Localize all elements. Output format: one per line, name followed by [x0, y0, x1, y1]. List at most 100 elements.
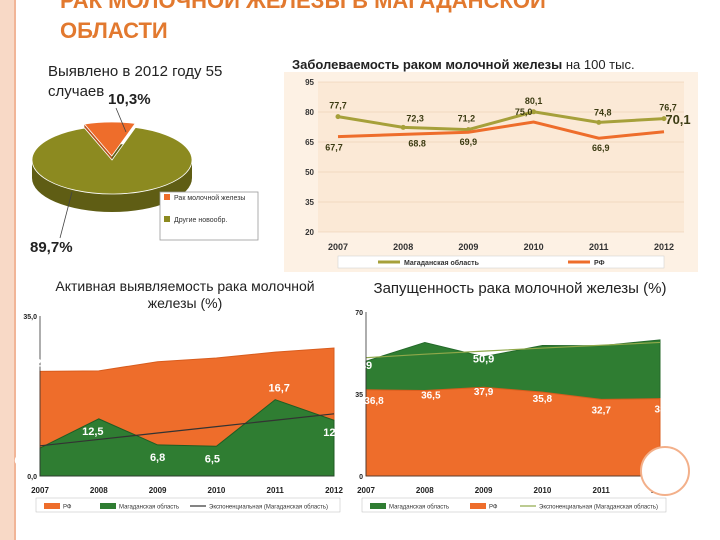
det-label-0-4: 27,1 [264, 335, 285, 347]
line-label-0-4: 74,8 [594, 107, 612, 117]
line-label-1-3: 75,0 [515, 107, 533, 117]
pie-slice-1 [31, 127, 193, 195]
left-decor-bar [0, 0, 14, 540]
line-ytick-5: 20 [305, 228, 314, 237]
pie-caption: Выявлено в 2012 году 55 случаев [48, 63, 223, 100]
det-ytick-0: 35,0 [23, 314, 37, 321]
det-legend-label-2: Экспоненциальная (Магаданская область) [209, 505, 328, 511]
detection-area-chart: 35,0 0,0 2007 2008 2009 2010 2011 2012 22,9 23,0 2… [14, 314, 344, 513]
incidence-line-chart: 95 80 65 50 35 20 2007 2008 2009 2010 2011 2012 77,7… [284, 72, 698, 272]
line-ytick-1: 80 [305, 108, 314, 117]
adv-label-1-4: 32,7 [591, 405, 611, 416]
line-label-1-4: 66,9 [592, 143, 610, 153]
advanced-area-chart: 70350200720082009201020112012495750,955,… [355, 310, 669, 513]
line-xtick-0: 2007 [328, 242, 348, 252]
adv-label-0-1: 57 [419, 325, 431, 337]
det-label-1-5: 12,2 [323, 427, 344, 439]
line-label-0-5: 76,7 [659, 103, 677, 113]
det-label-0-5: 28,0 [323, 327, 344, 339]
adv-label-1-1: 36,5 [421, 390, 441, 401]
adv-legend-swatch-0 [370, 503, 386, 509]
slide-title-line2: ОБЛАСТИ [60, 18, 168, 43]
line-xtick-5: 2012 [654, 242, 674, 252]
line-xtick-4: 2011 [589, 242, 609, 252]
slide-title-line1: РАК МОЛОЧНОЙ ЖЕЛЕЗЫ В МАГАДАНСКОЙ [60, 0, 546, 13]
line-xtick-2: 2009 [458, 242, 478, 252]
left-decor-line [14, 0, 16, 540]
adv-legend-label-0: Магаданская область [389, 505, 449, 511]
adv-label-1-3: 35,8 [533, 394, 553, 405]
pie-legend-swatch-0 [164, 194, 170, 200]
det-ytick-1: 0,0 [27, 474, 37, 481]
line-series-1 [337, 120, 665, 140]
decor-circle [640, 446, 690, 496]
line-point-0-5 [661, 116, 667, 122]
adv-area-1 [365, 386, 661, 477]
det-legend-swatch-1 [100, 503, 116, 509]
det-xtick-2: 2009 [149, 486, 167, 495]
pie-legend-label-0: Рак молочной железы [174, 194, 245, 202]
adv-legend-box [361, 497, 667, 513]
det-trend-line [39, 413, 335, 447]
line-legend-label-1: РФ [594, 260, 605, 267]
det-label-0-0: 22,9 [35, 357, 56, 369]
det-legend-label-0: РФ [63, 505, 72, 511]
adv-ytick-0: 70 [355, 310, 363, 317]
pie-legend-label-1: Другие новообр. [174, 216, 227, 224]
detection-title: Активная выявляемость рака молочной желе… [55, 278, 315, 311]
line-label-1-5: 70,1 [665, 112, 690, 127]
line-xtick-3: 2010 [524, 242, 544, 252]
line-label-1-1: 68.8 [408, 138, 426, 148]
line-label-1-0: 67,7 [325, 143, 343, 153]
adv-xtick-3: 2010 [534, 486, 552, 495]
line-legend-box [337, 255, 665, 269]
line-ytick-2: 65 [305, 138, 314, 147]
line-label-0-1: 72,3 [406, 113, 424, 123]
adv-xtick-2: 2009 [475, 486, 493, 495]
det-label-0-2: 25,0 [147, 347, 168, 359]
line-ytick-0: 95 [305, 78, 314, 87]
incidence-title-bold: Заболеваемость раком молочной железы [292, 57, 563, 72]
adv-ytick-2: 0 [359, 474, 363, 481]
det-label-1-1: 12,5 [82, 426, 103, 438]
adv-xtick-4: 2011 [593, 486, 611, 495]
pie-leader-1 [59, 191, 73, 239]
adv-legend-label-2: Экспоненциальная (Магаданская область) [539, 505, 658, 511]
adv-legend-label-1: РФ [489, 505, 498, 511]
det-xtick-3: 2010 [208, 486, 226, 495]
line-ytick-3: 50 [305, 168, 314, 177]
adv-label-1-0: 36,8 [364, 396, 384, 407]
line-point-0-0 [335, 114, 341, 120]
pie-label-0: 10,3% [108, 91, 151, 108]
line-xtick-1: 2008 [393, 242, 413, 252]
adv-label-0-5: 58,1 [641, 325, 662, 337]
adv-xtick-1: 2008 [416, 486, 434, 495]
adv-legend-swatch-1 [470, 503, 486, 509]
line-point-0-4 [596, 119, 602, 125]
det-label-1-3: 6,5 [205, 453, 220, 465]
adv-label-0-4: 55,6 [590, 331, 611, 343]
det-area-1 [39, 399, 335, 477]
pie-legend-swatch-1 [164, 216, 170, 222]
det-label-1-0: 6,1 [14, 455, 29, 467]
det-xtick-0: 2007 [31, 486, 49, 495]
line-series-0 [337, 110, 665, 132]
pie-legend-box [159, 191, 259, 241]
line-label-0-0: 77,7 [329, 101, 347, 111]
pie-label-1: 89,7% [30, 239, 73, 256]
det-label-0-1: 23,0 [88, 357, 109, 369]
det-xtick-5: 2012 [325, 486, 343, 495]
adv-label-0-2: 50,9 [473, 354, 494, 366]
pie-chart: 10,3% 89,7% Рак молочной железы Другие ново… [30, 91, 259, 256]
adv-label-1-5: 33 [654, 405, 666, 416]
line-ytick-4: 35 [305, 198, 314, 207]
det-label-1-2: 6,8 [150, 452, 165, 464]
pie-leader-0 [115, 107, 127, 133]
adv-label-0-3: 55,7 [532, 331, 553, 343]
det-label-1-4: 16,7 [268, 383, 289, 395]
det-label-0-3: 25,8 [206, 343, 227, 355]
slide-title: РАК МОЛОЧНОЙ ЖЕЛЕЗЫ В МАГАДАНСКОЙ ОБЛАСТ… [60, 0, 546, 46]
line-label-0-3: 80,1 [525, 96, 543, 106]
line-point-0-1 [400, 124, 406, 130]
det-xtick-4: 2011 [267, 486, 285, 495]
